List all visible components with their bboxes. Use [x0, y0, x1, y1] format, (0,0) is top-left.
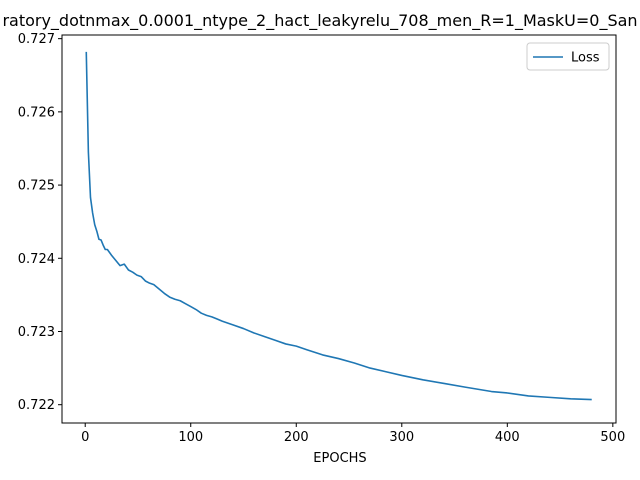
y-tick-label: 0.726 [18, 105, 55, 120]
legend-label: Loss [571, 51, 600, 66]
legend: Loss [526, 42, 610, 71]
series-layer [85, 51, 592, 401]
x-tick-label: 200 [284, 430, 309, 445]
y-tick-label: 0.722 [18, 398, 55, 413]
x-tick-label: 300 [389, 430, 414, 445]
x-tick-label: 400 [495, 430, 520, 445]
y-tick-label: 0.725 [18, 179, 55, 194]
legend-box [526, 42, 610, 71]
x-axis-label: EPOCHS [313, 451, 366, 466]
x-tick-label: 0 [81, 430, 89, 445]
x-tick-label: 100 [178, 430, 203, 445]
x-tick-label: 500 [600, 430, 625, 445]
chart-title: ratory_dotnmax_0.0001_ntype_2_hact_leaky… [2, 11, 637, 31]
y-axis-ticks: 0.722 0.723 0.724 0.725 0.726 0.727 [18, 32, 62, 413]
x-axis-ticks: 0 100 200 300 400 500 [81, 423, 625, 445]
plot-frame [61, 34, 617, 424]
y-tick-label: 0.723 [18, 325, 55, 340]
y-tick-label: 0.724 [18, 252, 55, 267]
y-tick-label: 0.727 [18, 32, 55, 47]
series-line-loss [85, 51, 592, 401]
